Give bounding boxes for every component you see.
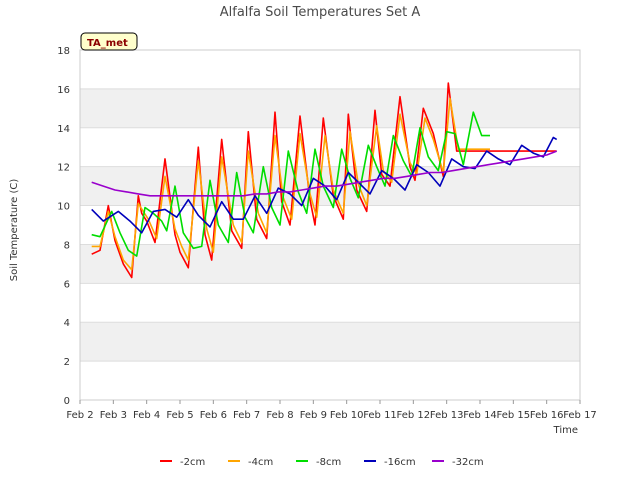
series-layer (91, 82, 558, 279)
badge-box (80, 32, 138, 51)
x-tick-label: Feb 11 (363, 410, 397, 421)
y-tick-label: 10 (57, 202, 70, 213)
y-axis-label: Soil Temperature (C) (9, 179, 20, 282)
legend-label: -32cm (452, 457, 484, 468)
y-tick-label: 6 (64, 279, 70, 290)
x-axis-label: Time (553, 425, 578, 436)
x-tick-label: Feb 3 (100, 410, 127, 421)
x-tick-label: Feb 15 (497, 410, 531, 421)
series-line--2cm (91, 82, 557, 279)
x-tick-label: Feb 4 (133, 410, 160, 421)
legend: -2cm -4cm -8cm -16cm -32cm (160, 457, 484, 468)
y-tick-label: 12 (57, 163, 70, 174)
legend-label: -16cm (384, 457, 416, 468)
y-tick-label: 14 (57, 124, 70, 135)
plot-frame (79, 49, 581, 401)
x-tick-label: Feb 6 (200, 410, 227, 421)
legend-label: -2cm (180, 457, 205, 468)
station-badge: TA_met (80, 32, 138, 51)
grid-band (80, 244, 580, 284)
x-tick-label: Feb 10 (330, 410, 364, 421)
x-axis: Feb 2 Feb 3 Feb 4 Feb 5 Feb 6 Feb 7 Feb 8 Feb 9… (66, 400, 597, 421)
series-line--16cm (91, 136, 558, 234)
y-tick-label: 16 (57, 85, 70, 96)
x-tick-label: Feb 14 (463, 410, 497, 421)
grid-band (80, 88, 580, 128)
x-tick-label: Feb 8 (266, 410, 293, 421)
x-tick-label: Feb 17 (563, 410, 597, 421)
y-axis: 0 2 4 6 8 10 12 14 16 18 (57, 46, 70, 407)
series-line--4cm (91, 97, 490, 271)
chart-title: Alfalfa Soil Temperatures Set A (220, 5, 421, 20)
x-tick-label: Feb 12 (397, 410, 431, 421)
y-tick-label: 8 (64, 240, 70, 251)
y-tick-label: 0 (64, 396, 70, 407)
x-tick-label: Feb 16 (530, 410, 564, 421)
x-tick-label: Feb 13 (430, 410, 464, 421)
x-tick-label: Feb 2 (66, 410, 93, 421)
x-tick-label: Feb 5 (166, 410, 193, 421)
x-tick-label: Feb 7 (233, 410, 260, 421)
legend-label: -8cm (316, 457, 341, 468)
series-line--32cm (91, 150, 557, 197)
badge-label: TA_met (87, 38, 128, 49)
x-tick-label: Feb 9 (300, 410, 327, 421)
grid-band (80, 322, 580, 362)
series-line--8cm (91, 111, 490, 257)
legend-label: -4cm (248, 457, 273, 468)
y-tick-label: 18 (57, 46, 70, 57)
y-tick-label: 2 (64, 357, 70, 368)
background-bands (80, 88, 580, 362)
y-tick-label: 4 (64, 318, 70, 329)
